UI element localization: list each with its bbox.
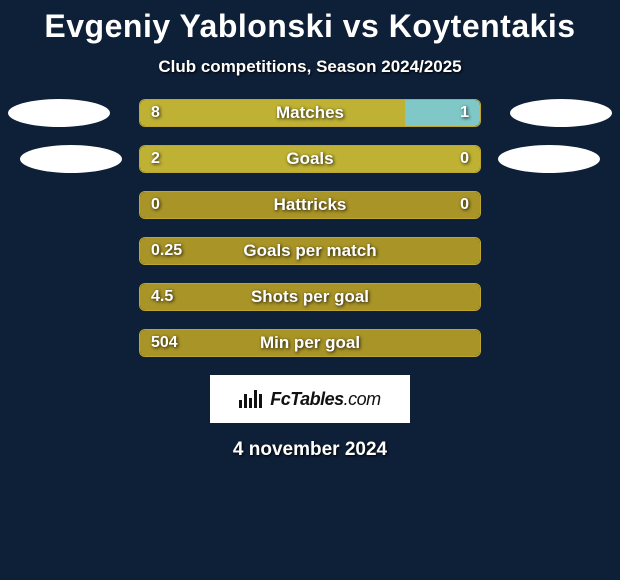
bar-track (139, 329, 481, 357)
player-left-marker (20, 145, 122, 173)
stat-row: Matches81 (0, 99, 620, 131)
bar-fill (140, 192, 480, 218)
bar-fill (140, 284, 480, 310)
stat-row: Shots per goal4.5 (0, 283, 620, 315)
bar-left-fill (140, 100, 405, 126)
player-left-marker (8, 99, 110, 127)
comparison-infographic: Evgeniy Yablonski vs Koytentakis Club co… (0, 0, 620, 580)
stat-row: Min per goal504 (0, 329, 620, 361)
logo-text-main: FcTables (270, 389, 343, 409)
bar-track (139, 191, 481, 219)
bar-track (139, 145, 481, 173)
logo-text-suffix: .com (344, 389, 381, 409)
date-label: 4 november 2024 (0, 439, 620, 461)
stat-row: Goals20 (0, 145, 620, 177)
bar-track (139, 99, 481, 127)
bar-fill (140, 238, 480, 264)
bar-right-fill (405, 100, 480, 126)
logo-text: FcTables.com (270, 389, 380, 410)
comparison-bars: Matches81 Goals20 Hattricks00 Goals per mat… (0, 99, 620, 361)
page-title: Evgeniy Yablonski vs Koytentakis (0, 0, 620, 45)
stat-row: Goals per match0.25 (0, 237, 620, 269)
bar-track (139, 283, 481, 311)
logo-bars-icon (239, 390, 264, 408)
bar-left-fill (140, 146, 480, 172)
stat-row: Hattricks00 (0, 191, 620, 223)
bar-track (139, 237, 481, 265)
player-right-marker (510, 99, 612, 127)
player-right-marker (498, 145, 600, 173)
page-subtitle: Club competitions, Season 2024/2025 (0, 57, 620, 77)
bar-fill (140, 330, 480, 356)
site-logo: FcTables.com (210, 375, 410, 423)
